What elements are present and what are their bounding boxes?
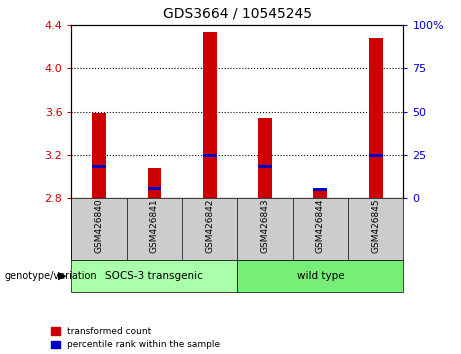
FancyBboxPatch shape [237, 260, 403, 292]
Bar [203, 154, 217, 157]
Bar [203, 32, 217, 198]
Bar [258, 165, 272, 168]
Bar [92, 165, 106, 168]
Bar [369, 154, 383, 157]
Text: GSM426840: GSM426840 [95, 199, 104, 253]
Title: GDS3664 / 10545245: GDS3664 / 10545245 [163, 7, 312, 21]
Bar [148, 168, 161, 198]
Text: SOCS-3 transgenic: SOCS-3 transgenic [106, 271, 203, 281]
Text: genotype/variation: genotype/variation [5, 271, 97, 281]
Bar [258, 118, 272, 198]
Text: GSM426843: GSM426843 [260, 199, 270, 253]
FancyBboxPatch shape [71, 260, 237, 292]
Text: GSM426845: GSM426845 [371, 199, 380, 253]
Bar [148, 187, 161, 190]
Bar [92, 113, 106, 198]
Text: GSM426841: GSM426841 [150, 199, 159, 253]
Legend: transformed count, percentile rank within the sample: transformed count, percentile rank withi… [51, 327, 220, 349]
Text: GSM426844: GSM426844 [316, 199, 325, 253]
Text: GSM426842: GSM426842 [205, 199, 214, 253]
Bar [313, 191, 327, 198]
Bar [313, 188, 327, 191]
Text: ▶: ▶ [59, 271, 67, 281]
Text: wild type: wild type [296, 271, 344, 281]
Bar [369, 38, 383, 198]
